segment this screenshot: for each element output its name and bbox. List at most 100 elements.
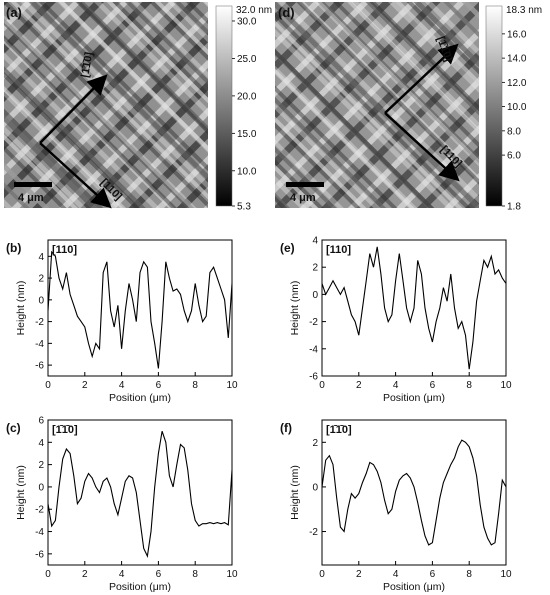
x-tick-label: 2 [82, 380, 88, 391]
height-profile-line [321, 439, 507, 546]
y-axis-label: Height (nm) [289, 281, 301, 336]
x-tick-label: 6 [430, 569, 436, 580]
direction-label-top-a: [1̄1̄0] [79, 51, 95, 79]
height-profile-line [47, 431, 233, 558]
x-axis-label: Position (μm) [109, 392, 171, 404]
colorbar-tick-label: 20.0 [237, 91, 257, 102]
y-tick-label: 4 [312, 236, 318, 247]
y-tick-label: 0 [38, 295, 44, 306]
x-tick-label: 8 [192, 569, 198, 580]
x-tick-label: 10 [500, 569, 512, 580]
x-tick-label: 0 [45, 569, 51, 580]
y-axis-label: Height (nm) [289, 465, 301, 520]
x-axis-label: Position (μm) [383, 392, 445, 404]
plot-frame [47, 419, 233, 566]
colorbar-tick-label: 15.0 [237, 129, 257, 140]
panel-label: (e) [280, 241, 295, 255]
colorbar-tick-label: 1.8 [507, 202, 521, 213]
x-axis-label: Position (μm) [109, 581, 171, 593]
x-tick-label: 10 [226, 569, 238, 580]
profile-plot-f: 0 2 4 6 8 10 -2 0 2 Position (μm) Height (nm) (f) [1… [280, 419, 512, 593]
y-tick-label: 0 [312, 290, 318, 301]
x-tick-label: 4 [119, 569, 125, 580]
x-tick-label: 0 [45, 380, 51, 391]
y-tick-label: -2 [35, 317, 44, 328]
colorbar-tick-label: 30.0 [237, 16, 257, 27]
direction-label: [110] [326, 244, 351, 256]
direction-arrow-bottom-a [39, 142, 112, 209]
afm-image-a: (a) [1̄1̄0] [110] 4 μm [4, 2, 208, 209]
plot-frame [47, 239, 233, 377]
colorbar-tick-label: 10.0 [507, 102, 527, 113]
direction-arrow-bottom-d [384, 112, 460, 182]
y-tick-label: -6 [35, 361, 44, 372]
colorbar-tick-label: 12.0 [507, 78, 527, 89]
x-tick-label: 2 [356, 569, 362, 580]
x-tick-label: 10 [500, 380, 512, 391]
y-tick-label: 2 [312, 263, 318, 274]
panel-label: (f) [280, 421, 292, 435]
scalebar-a [14, 182, 52, 187]
direction-label: [1̄1̄0] [326, 424, 352, 436]
x-tick-label: 10 [226, 380, 238, 391]
y-tick-label: -2 [309, 317, 318, 328]
colorbar-max-label: 32.0 nm [236, 5, 272, 16]
direction-label: [1̄1̄0] [52, 424, 78, 436]
y-tick-label: -4 [35, 527, 44, 538]
afm-image-d: (d) [1̄1̄0] [110] 4 μm [275, 2, 479, 208]
y-tick-label: -2 [309, 527, 318, 538]
x-tick-label: 0 [319, 380, 325, 391]
x-tick-label: 4 [119, 380, 125, 391]
height-profile-line [47, 250, 233, 369]
colorbar-max-label: 18.3 nm [506, 5, 542, 16]
scalebar-label-d: 4 μm [290, 192, 316, 204]
plot-frame [321, 419, 507, 566]
x-tick-label: 6 [156, 569, 162, 580]
direction-arrow-top-a [39, 74, 108, 144]
colorbar-tick-label: 6.0 [507, 151, 521, 162]
y-tick-label: -2 [35, 505, 44, 516]
y-tick-label: -6 [35, 549, 44, 560]
colorbar-tick-label: 8.0 [507, 126, 521, 137]
x-tick-label: 2 [82, 569, 88, 580]
y-axis-label: Height (nm) [15, 465, 27, 520]
y-tick-label: 2 [312, 438, 318, 449]
x-axis-label: Position (μm) [383, 581, 445, 593]
x-tick-label: 0 [319, 569, 325, 580]
x-tick-label: 6 [156, 380, 162, 391]
x-tick-label: 6 [430, 380, 436, 391]
panel-label: (b) [6, 241, 21, 255]
y-tick-label: 0 [38, 482, 44, 493]
scalebar-d [286, 182, 324, 187]
x-tick-label: 4 [393, 380, 399, 391]
y-tick-label: 4 [38, 252, 44, 263]
colorbar-tick-label: 25.0 [237, 54, 257, 65]
panel-label-d: (d) [278, 5, 295, 20]
colorbar-tick-label: 10.0 [237, 166, 257, 177]
direction-arrow-top-d [384, 43, 459, 114]
colorbar-tick-label: 16.0 [507, 29, 527, 40]
colorbar-d: 18.3 nm 16.0 14.0 12.0 10.0 8.0 6.0 1.8 [485, 5, 542, 213]
y-tick-label: -4 [35, 339, 44, 350]
y-tick-label: 6 [38, 416, 44, 427]
y-tick-label: 2 [38, 460, 44, 471]
direction-label: [110] [52, 244, 77, 256]
plot-frame [321, 239, 507, 377]
colorbar-tick-label: 5.3 [237, 202, 251, 213]
panel-label: (c) [6, 421, 21, 435]
x-tick-label: 8 [466, 569, 472, 580]
y-tick-label: 0 [312, 482, 318, 493]
colorbar-a: 32.0 nm 30.0 25.0 20.0 15.0 10.0 5.3 [215, 5, 272, 213]
panel-label-a: (a) [6, 5, 22, 20]
y-axis-label: Height (nm) [15, 281, 27, 336]
colorbar-tick-label: 14.0 [507, 54, 527, 65]
x-tick-label: 8 [466, 380, 472, 391]
y-tick-label: 4 [38, 438, 44, 449]
y-tick-label: -6 [309, 372, 318, 383]
x-tick-label: 2 [356, 380, 362, 391]
height-profile-line [321, 246, 507, 370]
